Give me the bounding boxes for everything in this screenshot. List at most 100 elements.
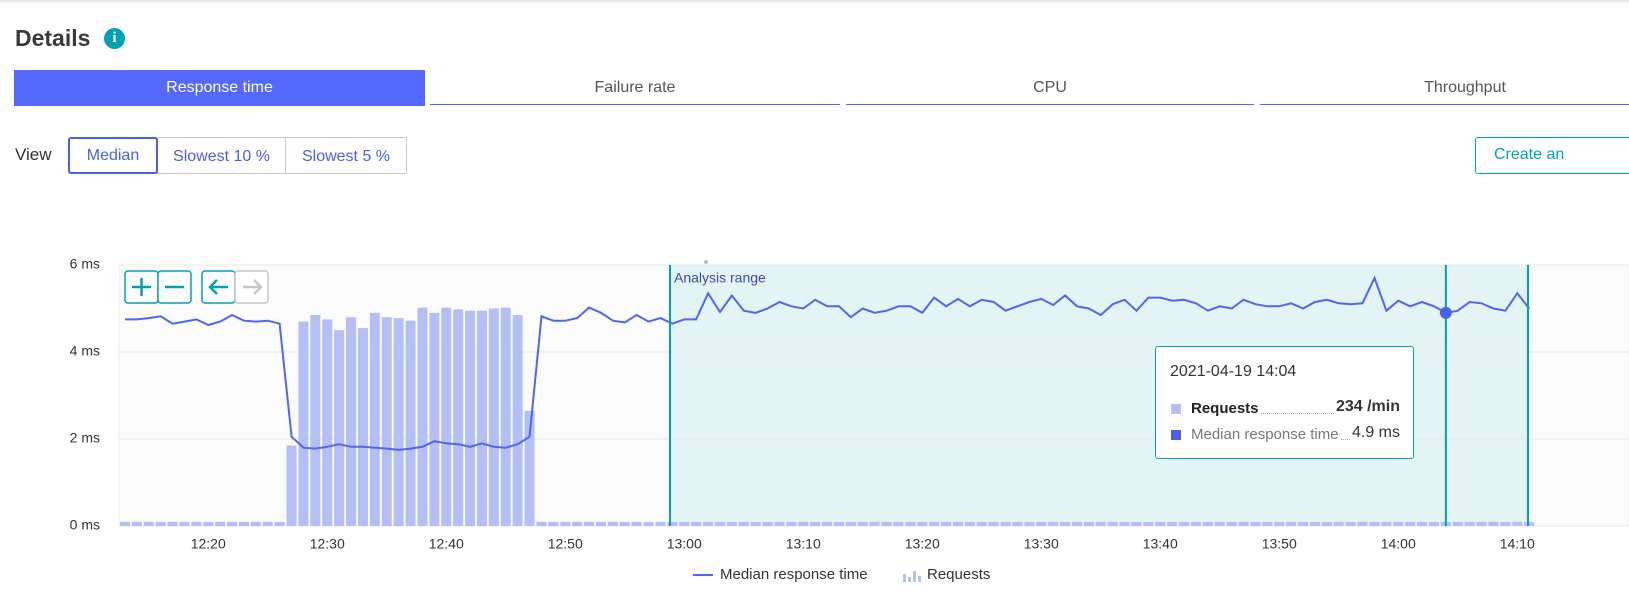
- bar: [810, 521, 821, 526]
- leader: [1191, 413, 1390, 414]
- view-option[interactable]: Slowest 10 %: [157, 137, 286, 174]
- bar: [1274, 521, 1285, 526]
- x-tick-label: 13:30: [1024, 536, 1059, 552]
- view-option[interactable]: Slowest 5 %: [285, 137, 407, 174]
- annotation: Analysis range: [674, 270, 766, 286]
- view-label: View: [15, 145, 52, 164]
- bar: [929, 521, 940, 526]
- bar: [346, 317, 357, 526]
- info-icon[interactable]: i: [104, 28, 125, 49]
- tab[interactable]: Response time: [14, 70, 425, 106]
- tooltip-value: 234 /min: [1333, 398, 1400, 416]
- bar: [1143, 521, 1154, 526]
- bar: [964, 521, 975, 526]
- legend-swatch: [903, 574, 906, 582]
- bar: [750, 521, 761, 526]
- bar: [1155, 521, 1166, 526]
- create-button[interactable]: Create an: [1475, 137, 1629, 174]
- tooltip-title: 2021-04-19 14:04: [1170, 363, 1297, 380]
- x-tick-label: 12:50: [548, 536, 583, 552]
- bar: [762, 521, 773, 526]
- pan-left-icon: [208, 279, 228, 295]
- bar: [369, 312, 380, 526]
- bar: [703, 521, 714, 526]
- x-tick-label: 14:10: [1500, 536, 1535, 552]
- bar: [584, 521, 595, 526]
- bar: [1131, 521, 1142, 526]
- bar: [607, 521, 618, 526]
- bar: [952, 521, 963, 526]
- bar: [476, 310, 487, 526]
- bar: [322, 319, 333, 526]
- bar: [857, 521, 868, 526]
- bar: [500, 307, 511, 526]
- bar: [417, 307, 428, 526]
- view-option[interactable]: Median: [68, 137, 158, 174]
- bar: [1452, 521, 1463, 526]
- bar: [1286, 521, 1297, 526]
- line: [125, 275, 1530, 451]
- bar: [488, 308, 499, 526]
- x-tick-label: 13:10: [786, 536, 821, 552]
- bar: [1238, 521, 1249, 526]
- bar: [976, 521, 987, 526]
- bar: [572, 521, 583, 526]
- bar: [869, 521, 880, 526]
- bar: [524, 410, 535, 526]
- bar: [179, 521, 190, 526]
- x-tick-label: 13:20: [905, 536, 940, 552]
- bar: [143, 521, 154, 526]
- x-tick-label: 13:40: [1143, 536, 1178, 552]
- bar: [357, 328, 368, 526]
- tooltip-swatch: [1171, 430, 1181, 440]
- tab[interactable]: CPU: [846, 70, 1254, 105]
- bar: [1214, 521, 1225, 526]
- bar: [1036, 521, 1047, 526]
- bar: [1060, 521, 1071, 526]
- bar: [833, 521, 844, 526]
- bar: [155, 521, 166, 526]
- bar: [560, 521, 571, 526]
- bar: [167, 521, 178, 526]
- bar: [893, 521, 904, 526]
- bar: [714, 521, 725, 526]
- x-tick-label: 13:50: [1262, 536, 1297, 552]
- bar: [1226, 521, 1237, 526]
- bar: [429, 312, 440, 526]
- bar: [191, 521, 202, 526]
- bar: [691, 521, 702, 526]
- bar: [310, 315, 321, 526]
- bar: [548, 521, 559, 526]
- bar: [786, 521, 797, 526]
- bar: [1417, 521, 1428, 526]
- bar: [119, 521, 130, 526]
- y-tick-label: 6 ms: [70, 256, 100, 272]
- bar: [1202, 521, 1213, 526]
- y-tick-label: 0 ms: [70, 517, 100, 533]
- bar: [1524, 521, 1535, 526]
- bar: [774, 521, 785, 526]
- y-tick-label: 4 ms: [70, 343, 100, 359]
- legend-label: Median response time: [720, 566, 868, 583]
- bar: [203, 521, 214, 526]
- bar: [465, 310, 476, 526]
- drag-handle[interactable]: [704, 260, 708, 264]
- bar: [286, 445, 297, 526]
- bar: [1024, 521, 1035, 526]
- bar: [1369, 521, 1380, 526]
- bar: [1167, 521, 1178, 526]
- x-tick-label: 14:00: [1381, 536, 1416, 552]
- bar: [334, 330, 345, 526]
- bar: [988, 521, 999, 526]
- bar: [738, 521, 749, 526]
- tab[interactable]: Throughput: [1260, 70, 1629, 105]
- bar: [250, 521, 261, 526]
- tab[interactable]: Failure rate: [430, 70, 840, 105]
- bar: [238, 521, 249, 526]
- bar: [1333, 521, 1344, 526]
- tooltip-name: Median response time: [1191, 426, 1341, 443]
- bar: [655, 521, 666, 526]
- hover-point: [1439, 306, 1452, 319]
- bar: [1512, 521, 1523, 526]
